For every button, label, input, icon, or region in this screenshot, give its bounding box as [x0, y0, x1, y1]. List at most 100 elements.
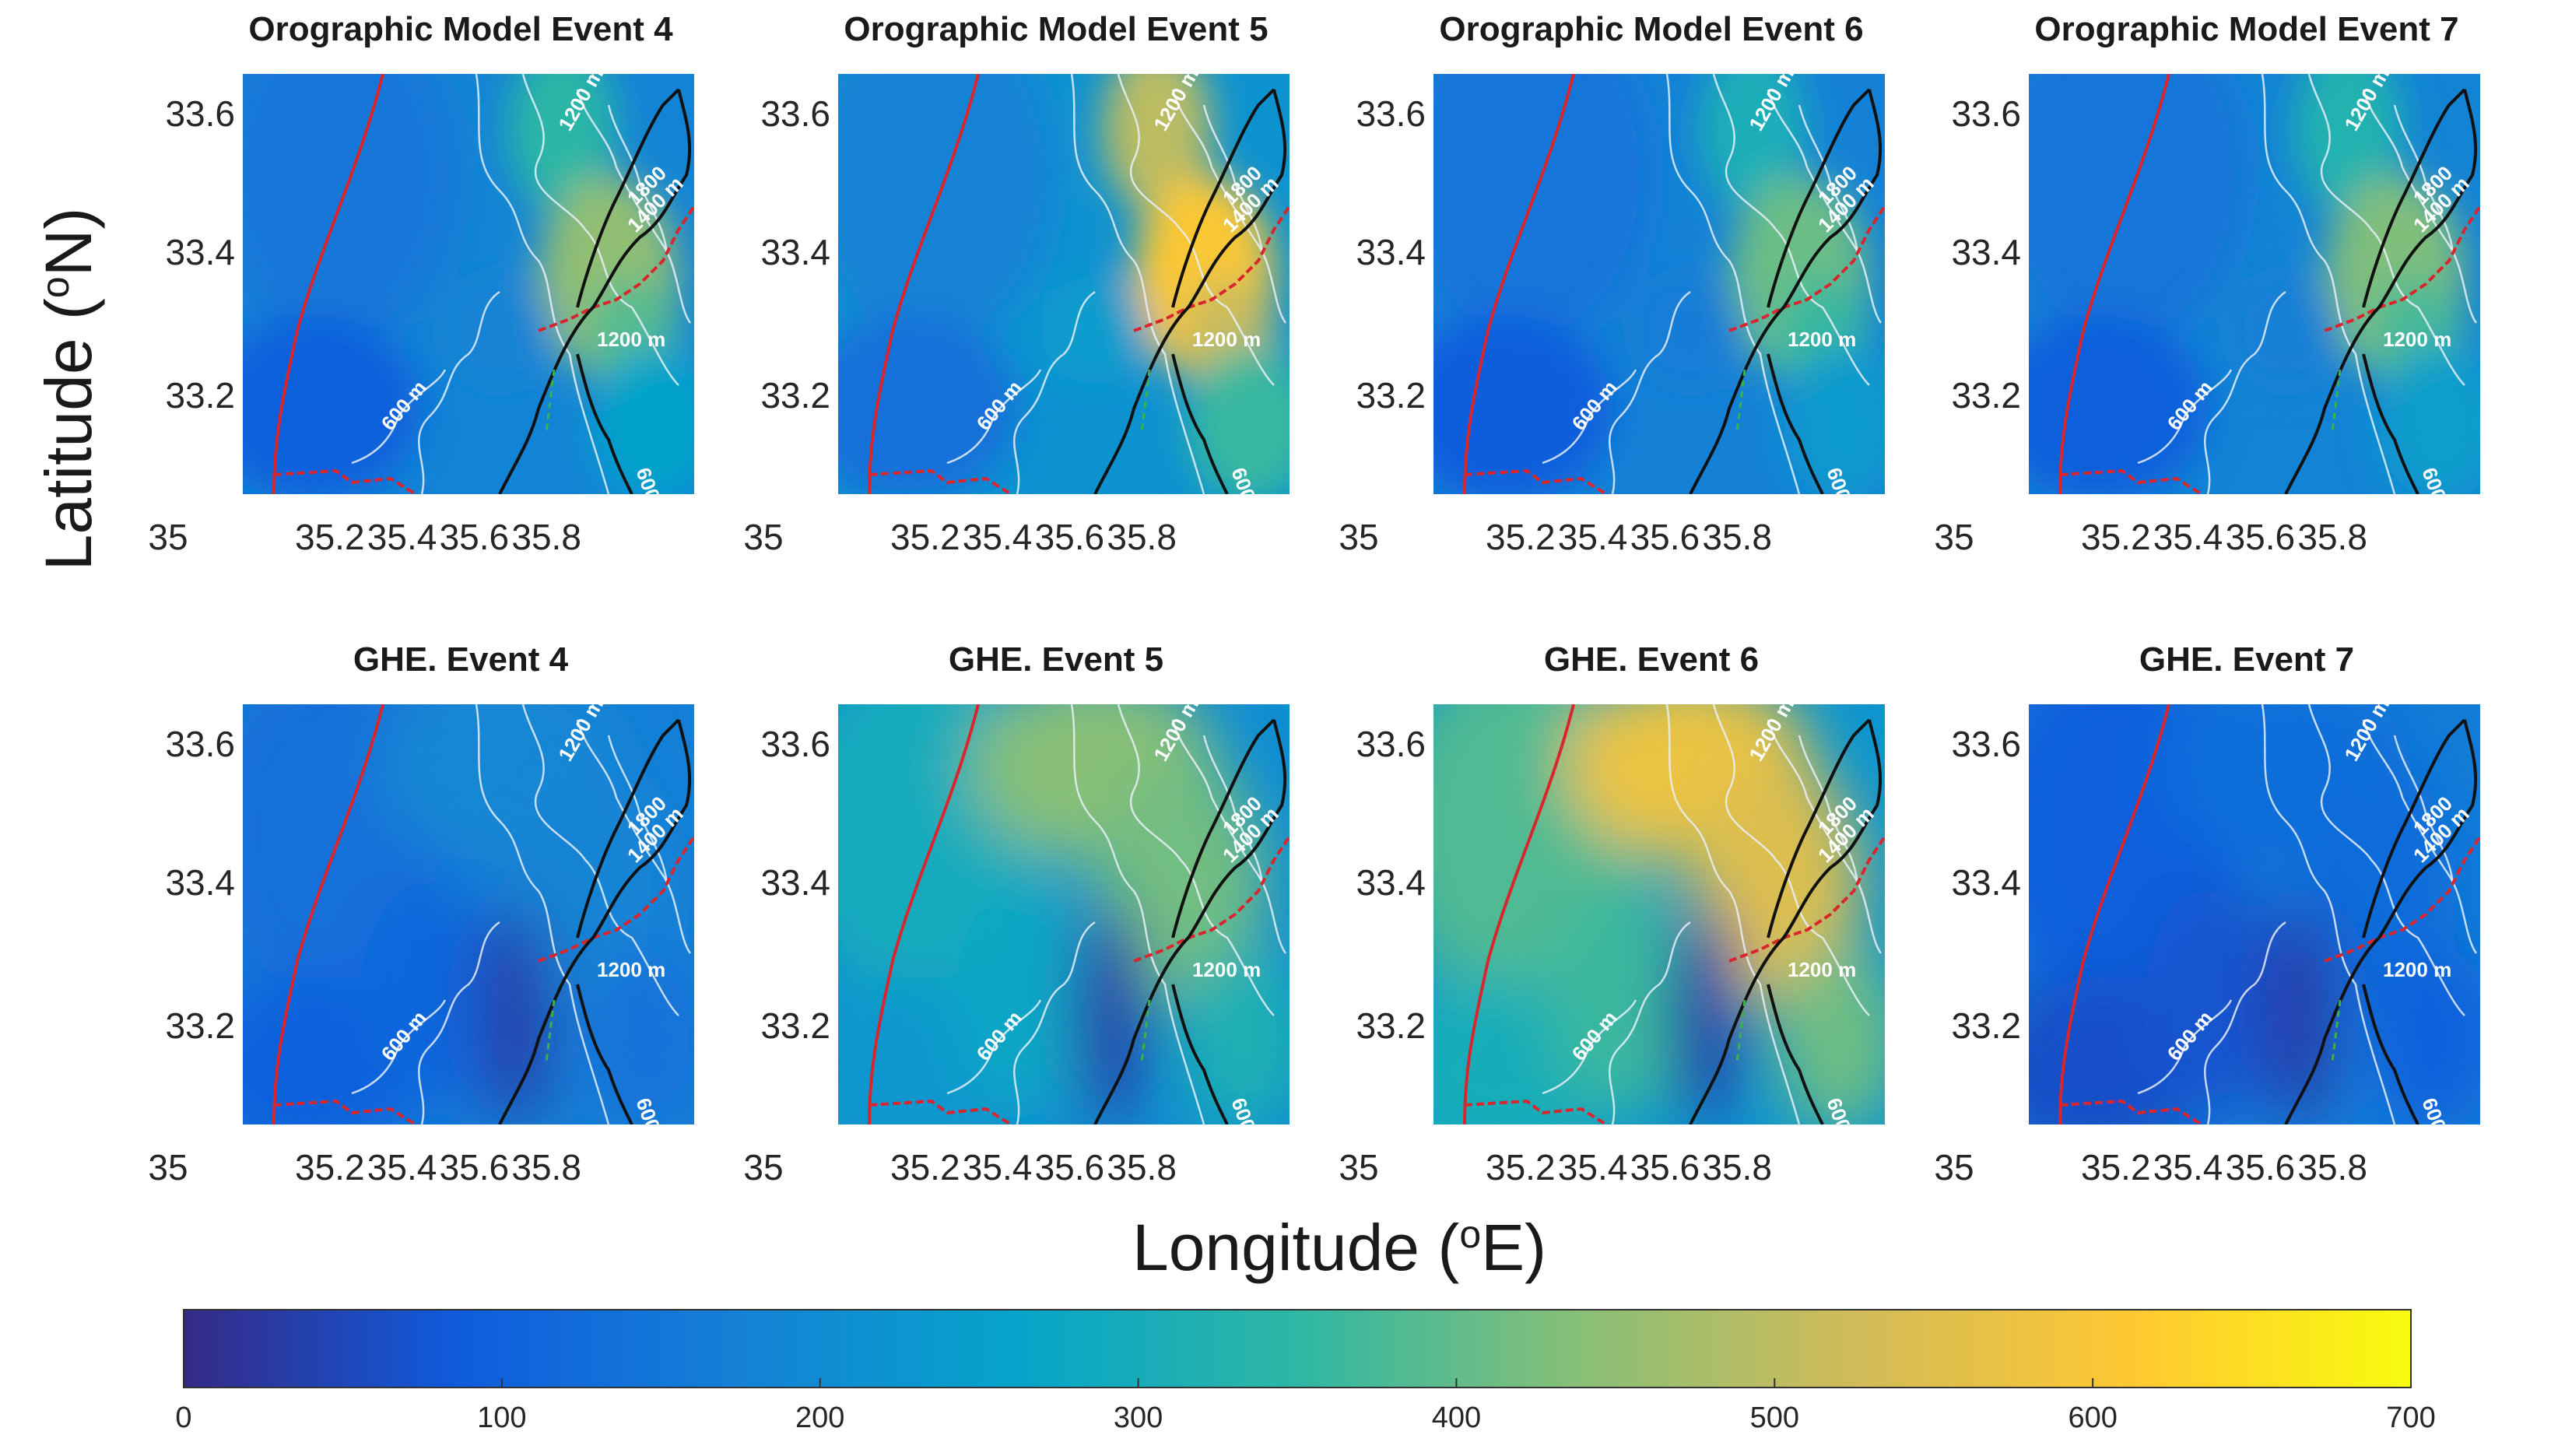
- border-line-dashed: [273, 835, 694, 1124]
- x-tick-label: 35: [148, 517, 188, 557]
- x-tick-label: 35.6: [1034, 517, 1105, 557]
- x-tick-label: 35.2: [295, 1147, 365, 1188]
- elevation-contour: [418, 290, 500, 494]
- x-tick-label: 35.4: [2153, 1147, 2223, 1188]
- elevation-contour: [1767, 719, 1883, 954]
- y-tick-label: 33.2: [760, 374, 830, 416]
- panel-title: Orographic Model Event 4: [248, 10, 673, 48]
- elevation-contour: [1202, 735, 1264, 884]
- elevation-contour: [1117, 704, 1275, 1016]
- precip-blob: [2029, 74, 2247, 346]
- watershed-line: [2284, 88, 2478, 494]
- colorbar-tick-label: 500: [1749, 1402, 1799, 1434]
- watershed-line-south: [2362, 984, 2419, 1124]
- contour-label: 1200 m: [2383, 958, 2451, 981]
- colorbar-tick-label: 100: [477, 1402, 527, 1434]
- border-line: [272, 74, 384, 494]
- y-tick-label: 33.2: [1951, 374, 2021, 416]
- elevation-contour: [521, 74, 679, 386]
- panel-title: GHE. Event 4: [353, 640, 569, 679]
- x-tick-label: 35: [1339, 1147, 1379, 1188]
- border-line: [2058, 74, 2170, 494]
- x-tick-label: 35.4: [962, 517, 1033, 557]
- colorbar-tick-label: 400: [1431, 1402, 1482, 1434]
- map-panel: 1200 m 1800 1400 m 1200 m 600 m 600: [838, 74, 1290, 494]
- colorbar-tick-label: 300: [1113, 1402, 1163, 1434]
- watershed-line-south: [1767, 984, 1824, 1124]
- y-tick-label: 33.2: [165, 1005, 235, 1046]
- elevation-contour: [1665, 704, 1801, 1124]
- elevation-contour: [475, 704, 610, 1124]
- border-line: [272, 704, 384, 1124]
- map-panel: 1200 m 1800 1400 m 1200 m 600 m 600: [2029, 704, 2480, 1124]
- x-tick-label: 35.4: [2153, 517, 2223, 557]
- panel-title: GHE. Event 6: [1543, 640, 1760, 679]
- precip-blob: [1188, 346, 1290, 494]
- watershed-line-south: [1171, 984, 1229, 1124]
- y-tick-label: 33.6: [1356, 93, 1426, 134]
- x-tick-label: 35.6: [1630, 1147, 1700, 1188]
- elevation-contour: [2362, 89, 2478, 324]
- elevation-contour: [1117, 74, 1275, 386]
- y-tick-label: 33.2: [1356, 1005, 1426, 1046]
- elevation-contour: [1542, 369, 1637, 465]
- x-tick-label: 35.8: [2297, 1147, 2367, 1188]
- border-line: [1463, 704, 1575, 1124]
- elevation-contour: [1171, 719, 1287, 954]
- colorbar-tick-label: 200: [795, 1402, 845, 1434]
- x-tick-label: 35.4: [367, 517, 437, 557]
- border-line-dashed: [1464, 835, 1885, 1124]
- border-line: [2058, 704, 2170, 1124]
- x-tick-label: 35.2: [2081, 1147, 2151, 1188]
- elevation-contour: [475, 74, 610, 494]
- map-panel: 1200 m 1800 1400 m 1200 m 600 m 600: [1433, 74, 1885, 494]
- elevation-contour: [607, 735, 668, 884]
- elevation-contour: [351, 999, 447, 1095]
- precip-blob: [1040, 276, 1149, 385]
- map-panel: 1200 m 1800 1400 m 1200 m 600 m 600: [1433, 704, 1885, 1124]
- watershed-line-south: [1767, 353, 1824, 494]
- panel-title: Orographic Model Event 7: [2034, 10, 2459, 48]
- contour-label: 1200 m: [1788, 958, 1856, 981]
- elevation-contour: [2204, 290, 2286, 494]
- y-tick-label: 33.4: [760, 232, 830, 273]
- watershed-line: [498, 88, 692, 494]
- map-panel: 1200 m 1800 1400 m 1200 m 600 m 600: [243, 74, 694, 494]
- elevation-contour: [946, 999, 1042, 1095]
- border-line-dashed: [2059, 835, 2480, 1124]
- contour-label: 1200 m: [1192, 958, 1261, 981]
- map-panel: 1200 m 1800 1400 m 1200 m 600 m 600: [838, 704, 1290, 1124]
- x-tick-label: 35.6: [2225, 1147, 2296, 1188]
- x-tick-label: 35.8: [511, 517, 581, 557]
- precip-blob: [1636, 276, 1745, 385]
- x-tick-label: 35.8: [1107, 1147, 1177, 1188]
- y-tick-label: 33.4: [1951, 862, 2021, 903]
- elevation-contour: [1070, 704, 1205, 1124]
- watershed-line: [1689, 718, 1883, 1124]
- elevation-contour: [1013, 921, 1096, 1124]
- precip-blob: [445, 276, 554, 385]
- panel-title: GHE. Event 5: [948, 640, 1164, 679]
- border-line: [1463, 74, 1575, 494]
- y-tick-label: 33.4: [1356, 232, 1426, 273]
- x-tick-label: 35.8: [1107, 517, 1177, 557]
- y-tick-label: 33.6: [165, 93, 235, 134]
- watershed-line-south: [576, 353, 633, 494]
- precip-blob: [1433, 74, 1651, 346]
- x-tick-label: 35.4: [1557, 517, 1628, 557]
- elevation-contour: [576, 89, 692, 324]
- y-tick-label: 33.4: [760, 862, 830, 903]
- watershed-line-south: [2362, 353, 2419, 494]
- x-tick-label: 35.4: [962, 1147, 1033, 1188]
- y-tick-label: 33.4: [165, 232, 235, 273]
- elevation-contour: [2261, 704, 2396, 1124]
- x-tick-label: 35.8: [2297, 517, 2367, 557]
- elevation-contour: [2393, 735, 2455, 884]
- x-tick-label: 35.2: [890, 1147, 960, 1188]
- elevation-contour: [1609, 921, 1691, 1124]
